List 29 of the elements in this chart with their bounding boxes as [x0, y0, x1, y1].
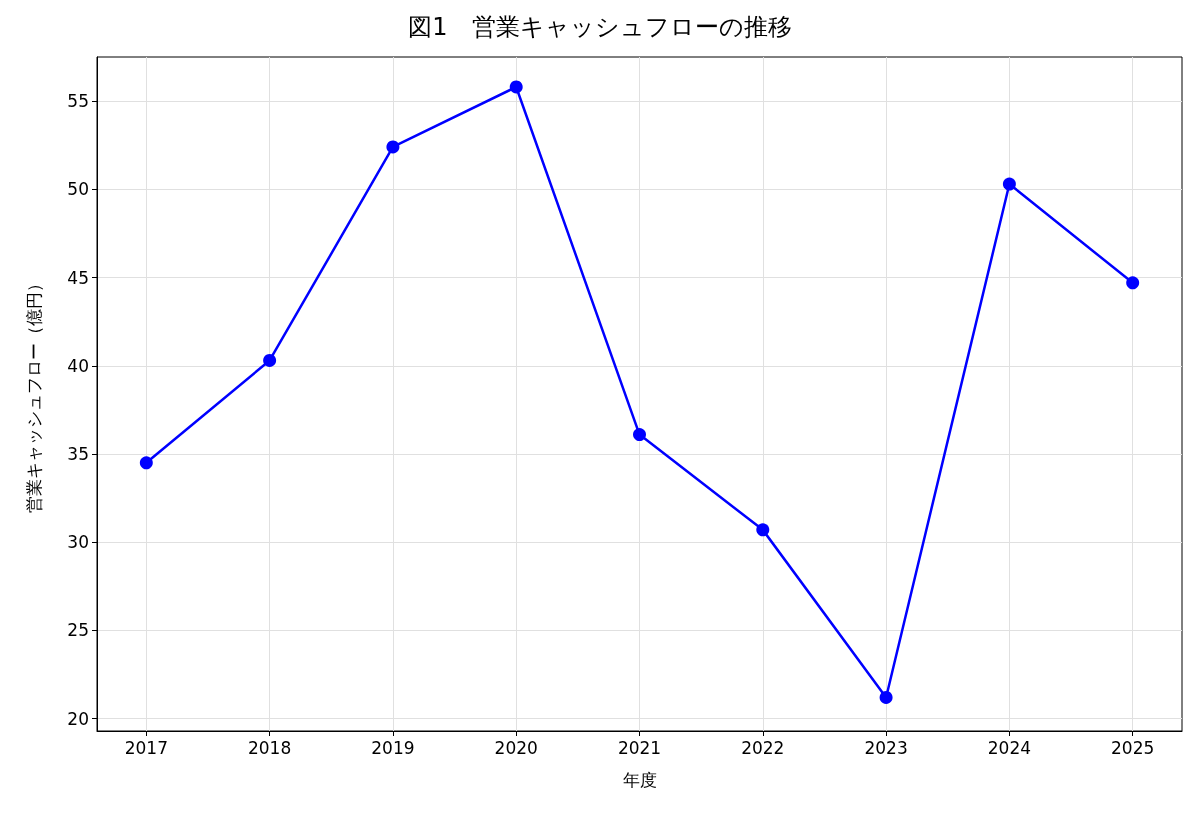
x-tick-label: 2018	[247, 737, 292, 758]
y-tick-label: 40	[67, 355, 89, 376]
point	[633, 428, 646, 442]
x-tick-label: 2024	[987, 737, 1032, 758]
x-tick-label: 2021	[617, 737, 662, 758]
x-tick-label: 2023	[864, 737, 908, 758]
point	[386, 140, 400, 154]
y-tick-label: 20	[67, 708, 89, 729]
point	[1002, 177, 1016, 191]
point	[1126, 276, 1140, 290]
chart-title: 図1 営業キャッシュフローの推移	[408, 13, 792, 41]
point	[756, 523, 770, 537]
y-tick-label: 25	[67, 620, 89, 641]
x-tick-label: 2022	[741, 737, 785, 758]
y-tick-label: 30	[67, 532, 89, 553]
x-tick-label: 2019	[371, 737, 415, 758]
point	[879, 690, 893, 704]
y-tick-label: 55	[67, 91, 89, 112]
y-tick-label: 45	[67, 267, 89, 288]
point	[139, 456, 153, 470]
y-tick-label: 50	[67, 179, 89, 200]
y-axis-title: 営業キャッシュフロー（億円）	[23, 275, 44, 513]
point	[509, 80, 523, 94]
y-tick-label: 35	[67, 443, 89, 464]
point	[263, 353, 277, 367]
x-tick-label: 2020	[494, 737, 538, 758]
x-axis-title: 年度	[622, 769, 657, 790]
x-tick-label: 2017	[124, 737, 168, 758]
x-tick-label: 2025	[1111, 737, 1155, 758]
